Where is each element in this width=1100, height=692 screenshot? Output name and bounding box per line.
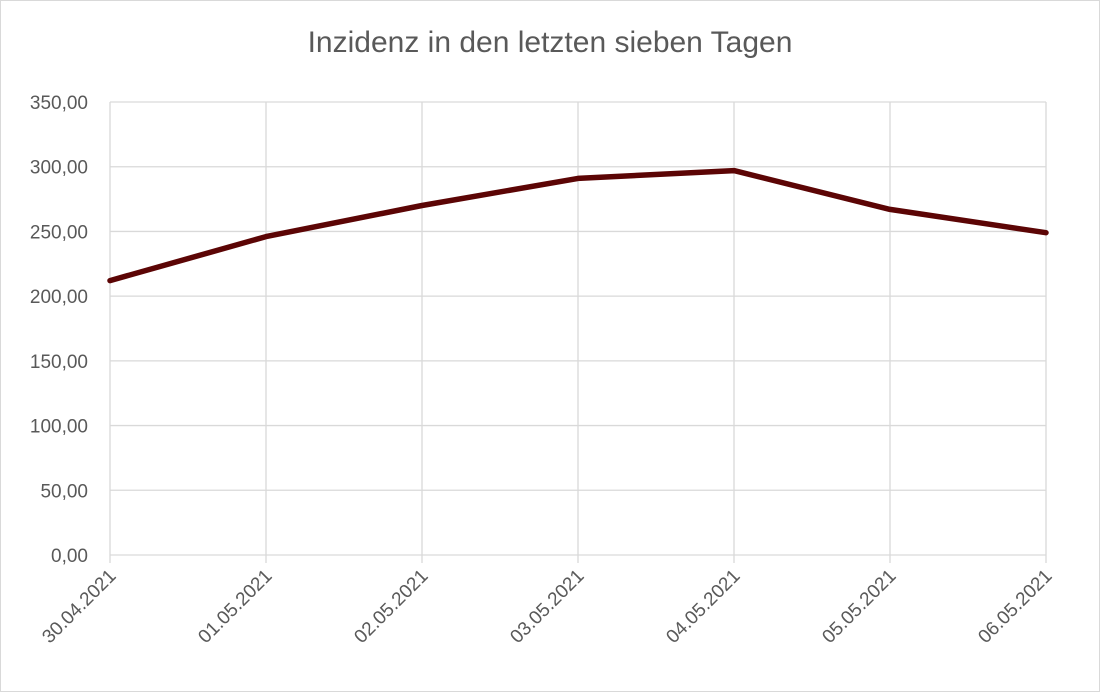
x-tick-label: 30.04.2021 [38,566,120,648]
x-tick-label: 06.05.2021 [974,566,1056,648]
y-tick-label: 300,00 [30,158,88,179]
chart-title: Inzidenz in den letzten sieben Tagen [307,26,793,59]
gridlines [109,101,1047,563]
series-layer [107,167,1049,284]
y-axis-ticks: 0,00 50,00 100,00 150,00 200,00 250,00 300,00 3… [30,93,88,567]
y-tick-label: 0,00 [51,546,88,567]
y-tick-label: 350,00 [30,93,88,114]
y-tick-label: 150,00 [30,352,88,373]
x-tick-label: 03.05.2021 [506,566,588,648]
y-tick-label: 100,00 [30,417,88,438]
x-axis-ticks: 30.04.2021 01.05.2021 02.05.2021 03.05.2021… [38,566,1056,648]
y-tick-label: 250,00 [30,222,88,243]
x-tick-label: 01.05.2021 [194,566,276,648]
y-tick-label: 50,00 [40,481,88,502]
x-tick-label: 02.05.2021 [350,566,432,648]
x-tick-label: 05.05.2021 [818,566,900,648]
x-tick-label: 04.05.2021 [662,566,744,648]
y-tick-label: 200,00 [30,287,88,308]
